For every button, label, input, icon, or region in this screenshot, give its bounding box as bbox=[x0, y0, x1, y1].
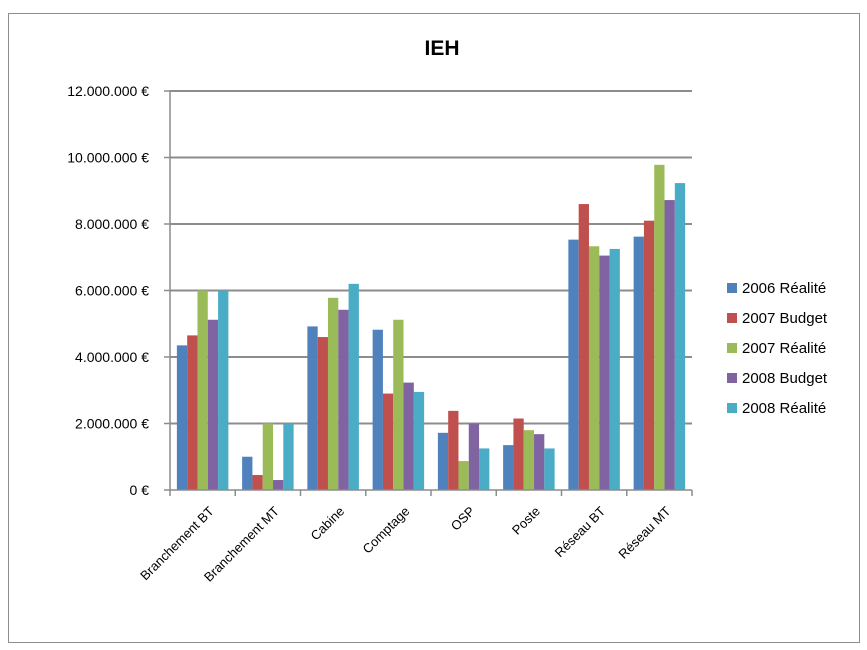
legend-label: 2008 Réalité bbox=[742, 400, 826, 417]
bar bbox=[307, 326, 318, 490]
legend-label: 2007 Budget bbox=[742, 310, 828, 327]
bar bbox=[242, 456, 253, 490]
legend-swatch bbox=[727, 373, 737, 383]
bar bbox=[338, 309, 349, 490]
bar bbox=[403, 382, 414, 490]
bar bbox=[437, 432, 449, 490]
legend-swatch bbox=[727, 283, 737, 293]
bar bbox=[503, 445, 514, 490]
legend-swatch bbox=[727, 343, 737, 353]
legend-label: 2008 Budget bbox=[742, 370, 828, 387]
y-tick-label: 8.000.000 € bbox=[75, 216, 149, 232]
bar bbox=[513, 418, 524, 490]
chart-frame bbox=[8, 13, 860, 643]
legend-swatch bbox=[727, 313, 737, 323]
bar bbox=[458, 461, 469, 490]
bar bbox=[252, 475, 263, 490]
bar bbox=[283, 423, 294, 490]
bar bbox=[382, 393, 394, 490]
x-tick-label: Poste bbox=[509, 504, 543, 538]
y-tick-labels: 0 € 2.000.000 € 4.000.000 € 6.000.000 € 8.00… bbox=[67, 83, 149, 498]
bar bbox=[643, 220, 655, 491]
bar bbox=[468, 423, 480, 490]
y-tick-label: 2.000.000 € bbox=[75, 416, 149, 432]
bar bbox=[218, 290, 229, 490]
x-tick-label: Comptage bbox=[359, 504, 412, 557]
bar bbox=[176, 345, 188, 490]
bar bbox=[317, 337, 328, 490]
bar bbox=[207, 319, 219, 490]
bar bbox=[633, 236, 644, 490]
bar bbox=[523, 430, 535, 490]
y-tick-label: 6.000.000 € bbox=[75, 283, 149, 299]
axes bbox=[164, 90, 693, 496]
bar bbox=[372, 329, 383, 490]
bar bbox=[479, 448, 490, 490]
bar bbox=[674, 183, 686, 491]
legend: 2006 Réalité 2007 Budget 2007 Réalité 2008 … bbox=[727, 280, 828, 417]
bar bbox=[588, 246, 600, 490]
y-tick-label: 4.000.000 € bbox=[75, 349, 149, 365]
y-tick-label: 12.000.000 € bbox=[67, 83, 149, 99]
bar bbox=[413, 391, 425, 490]
bar bbox=[448, 410, 459, 490]
bar bbox=[327, 297, 339, 490]
x-tick-label: Réseau MT bbox=[615, 503, 673, 561]
x-tick-label: Cabine bbox=[308, 504, 348, 544]
x-tick-label: OSP bbox=[448, 504, 478, 534]
chart-title: IEH bbox=[424, 37, 459, 60]
legend-label: 2006 Réalité bbox=[742, 280, 826, 297]
bar bbox=[664, 200, 675, 490]
bar bbox=[578, 204, 589, 491]
bar bbox=[348, 283, 359, 490]
bar bbox=[654, 164, 665, 490]
bar bbox=[609, 248, 620, 490]
bars bbox=[176, 164, 686, 491]
bar bbox=[187, 335, 198, 490]
y-tick-label: 10.000.000 € bbox=[67, 150, 149, 166]
bar bbox=[393, 319, 404, 490]
bar bbox=[197, 290, 208, 490]
bar bbox=[568, 239, 579, 490]
x-tick-label: Réseau BT bbox=[552, 503, 609, 560]
legend-swatch bbox=[727, 403, 737, 413]
legend-label: 2007 Réalité bbox=[742, 340, 826, 357]
bar bbox=[544, 448, 555, 490]
bar bbox=[599, 255, 610, 490]
bar bbox=[534, 434, 545, 490]
y-tick-label: 0 € bbox=[130, 482, 150, 498]
bar bbox=[262, 423, 274, 490]
bar bbox=[273, 480, 284, 490]
